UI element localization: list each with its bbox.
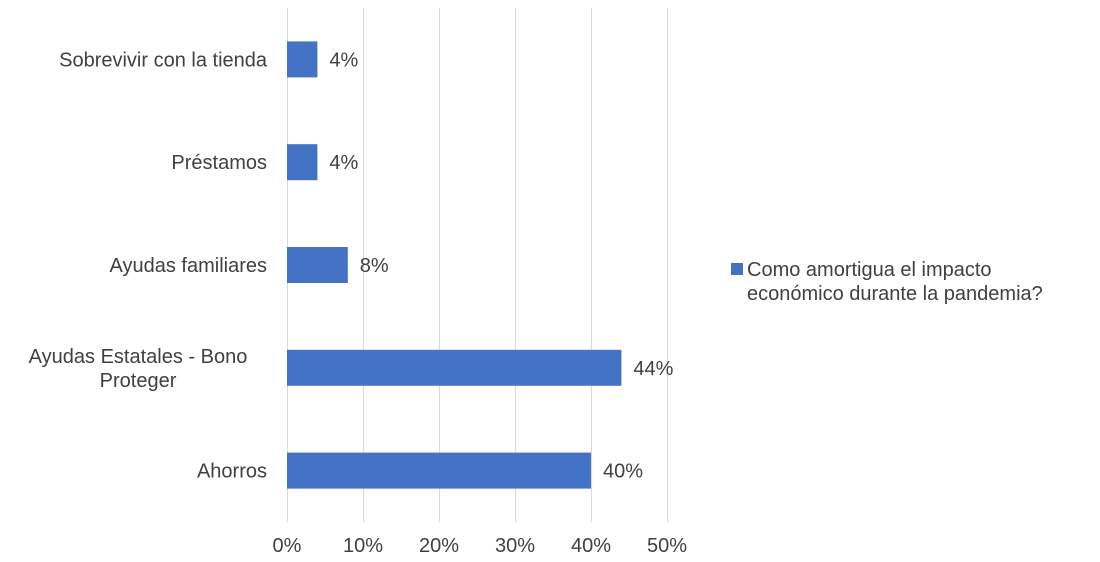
legend-line-1: Como amortigua el impacto bbox=[747, 259, 992, 281]
data-label: 44% bbox=[633, 358, 673, 380]
category-label: Sobrevivir con la tienda bbox=[59, 49, 268, 71]
x-tick-label: 30% bbox=[495, 535, 535, 557]
category-label: Préstamos bbox=[171, 152, 267, 174]
legend-line-2: económico durante la pandemia? bbox=[747, 283, 1043, 305]
x-tick-label: 20% bbox=[419, 535, 459, 557]
category-label-line: Ahorros bbox=[197, 461, 267, 483]
x-tick-label: 0% bbox=[273, 535, 302, 557]
bar bbox=[287, 452, 591, 489]
category-label-line: Sobrevivir con la tienda bbox=[59, 49, 268, 71]
bar bbox=[287, 144, 318, 181]
category-label-line: Ayudas familiares bbox=[110, 255, 267, 277]
x-tick-label: 40% bbox=[571, 535, 611, 557]
data-label: 40% bbox=[603, 461, 643, 483]
data-label: 8% bbox=[360, 255, 389, 277]
bar bbox=[287, 41, 318, 78]
category-label-line: Préstamos bbox=[171, 152, 267, 174]
category-label: Ayudas Estatales - Bono Proteger bbox=[29, 346, 248, 392]
x-tick-label: 10% bbox=[343, 535, 383, 557]
data-label: 4% bbox=[329, 152, 358, 174]
data-label: 4% bbox=[329, 49, 358, 71]
legend-label: Como amortigua el impacto económico dura… bbox=[747, 258, 1043, 306]
category-label: Ahorros bbox=[197, 461, 267, 483]
bar bbox=[287, 247, 348, 283]
bar bbox=[287, 349, 622, 386]
category-label-line: Ayudas Estatales - Bono bbox=[29, 346, 248, 368]
category-label: Ayudas familiares bbox=[110, 255, 267, 277]
category-label-line: Proteger bbox=[100, 370, 177, 392]
legend: Como amortigua el impacto económico dura… bbox=[731, 258, 1091, 306]
legend-swatch bbox=[731, 263, 743, 275]
x-tick-label: 50% bbox=[647, 535, 687, 557]
